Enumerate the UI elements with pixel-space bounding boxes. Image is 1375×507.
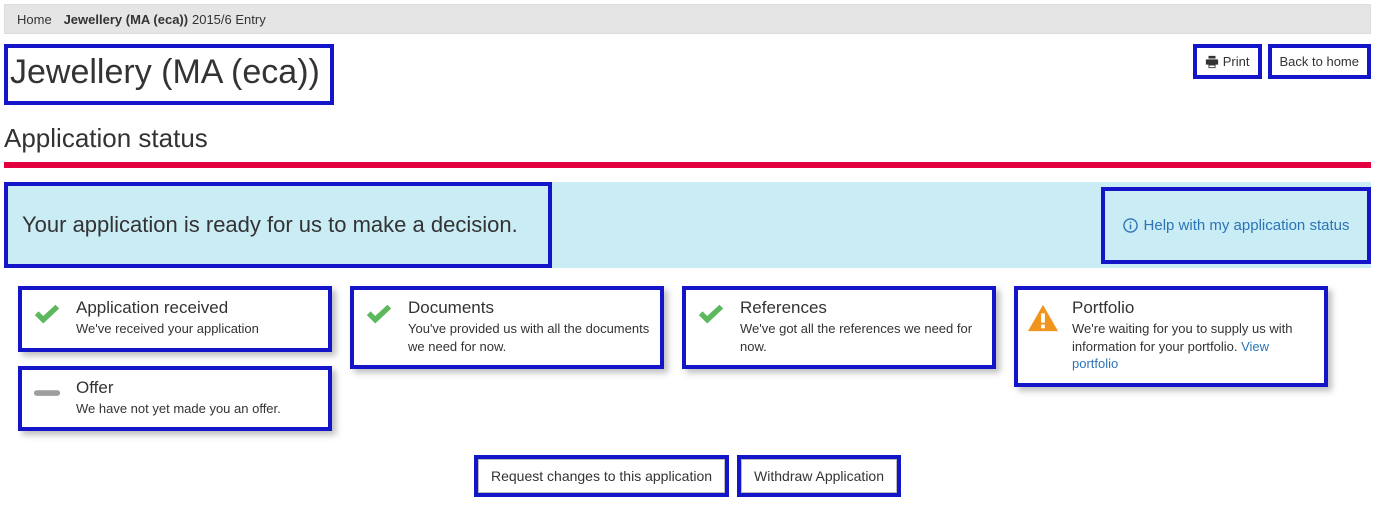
card-offer: Offer We have not yet made you an offer. xyxy=(18,366,332,432)
print-icon xyxy=(1205,55,1219,69)
bottom-actions: Request changes to this application With… xyxy=(4,455,1371,497)
warning-icon xyxy=(1028,298,1062,373)
card-text: We're waiting for you to supply us with … xyxy=(1072,320,1314,373)
help-label: Help with my application status xyxy=(1144,217,1350,234)
status-message: Your application is ready for us to make… xyxy=(4,182,552,268)
withdraw-button[interactable]: Withdraw Application xyxy=(737,455,901,497)
title-row: Jewellery (MA (eca)) Print Back to home xyxy=(4,44,1371,105)
back-home-label: Back to home xyxy=(1280,54,1360,69)
breadcrumb-home-link[interactable]: Home xyxy=(17,12,52,27)
card-title: References xyxy=(740,298,982,318)
print-label: Print xyxy=(1223,54,1250,69)
card-title: Documents xyxy=(408,298,650,318)
card-documents: Documents You've provided us with all th… xyxy=(350,286,664,369)
card-references: References We've got all the references … xyxy=(682,286,996,369)
help-link[interactable]: Help with my application status xyxy=(1101,187,1371,264)
card-text: You've provided us with all the document… xyxy=(408,320,650,355)
card-application-received: Application received We've received your… xyxy=(18,286,332,352)
status-cards: Application received We've received your… xyxy=(4,286,1371,431)
breadcrumb: Home Jewellery (MA (eca)) 2015/6 Entry xyxy=(4,4,1371,34)
check-icon xyxy=(32,298,66,338)
section-title: Application status xyxy=(4,123,1371,154)
breadcrumb-suffix: 2015/6 Entry xyxy=(192,12,266,27)
check-icon xyxy=(364,298,398,355)
info-icon xyxy=(1123,218,1138,233)
page-title: Jewellery (MA (eca)) xyxy=(4,44,334,105)
top-actions: Print Back to home xyxy=(1193,44,1371,79)
card-text: We have not yet made you an offer. xyxy=(76,400,318,418)
status-banner: Your application is ready for us to make… xyxy=(4,182,1371,268)
back-home-button[interactable]: Back to home xyxy=(1268,44,1372,79)
card-portfolio: Portfolio We're waiting for you to suppl… xyxy=(1014,286,1328,387)
withdraw-label: Withdraw Application xyxy=(741,459,897,493)
card-title: Application received xyxy=(76,298,318,318)
card-text: We've got all the references we need for… xyxy=(740,320,982,355)
request-changes-button[interactable]: Request changes to this application xyxy=(474,455,729,497)
request-changes-label: Request changes to this application xyxy=(478,459,725,493)
card-text: We've received your application xyxy=(76,320,318,338)
print-button[interactable]: Print xyxy=(1193,44,1262,79)
card-title: Portfolio xyxy=(1072,298,1314,318)
card-title: Offer xyxy=(76,378,318,398)
dash-icon xyxy=(32,378,66,418)
breadcrumb-current: Jewellery (MA (eca)) xyxy=(64,12,189,27)
accent-bar xyxy=(4,162,1371,168)
check-icon xyxy=(696,298,730,355)
